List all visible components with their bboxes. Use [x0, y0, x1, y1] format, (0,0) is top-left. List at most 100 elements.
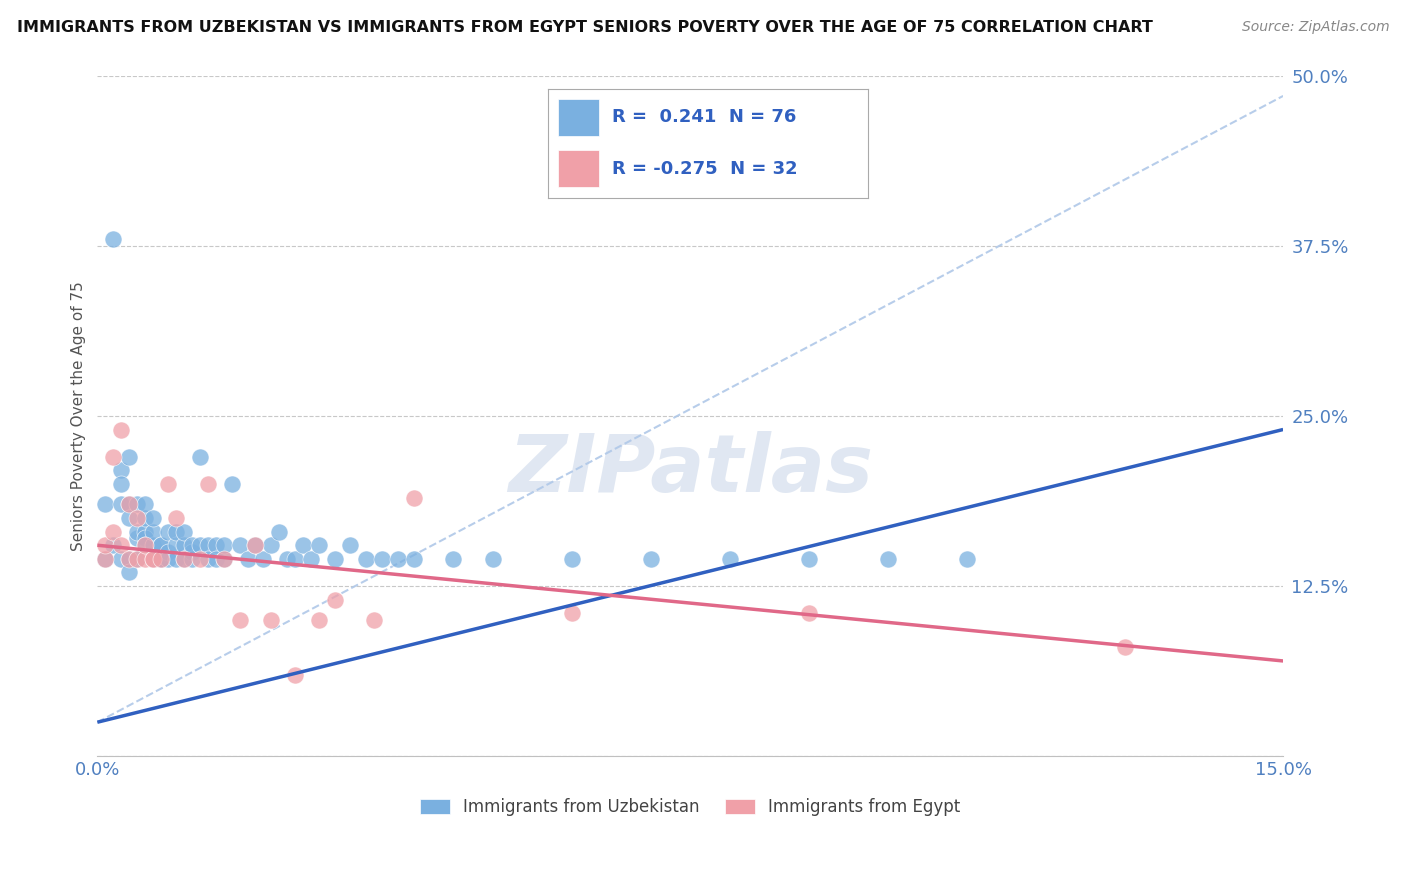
Point: [142, 511, 165, 525]
Text: ZIPatlas: ZIPatlas: [508, 432, 873, 509]
Point: [125, 511, 148, 525]
Point: [165, 552, 187, 566]
Point: [387, 552, 409, 566]
Point: [323, 552, 346, 566]
Point: [157, 552, 180, 566]
Point: [149, 552, 172, 566]
Point: [339, 538, 361, 552]
Point: [308, 613, 330, 627]
Point: [94, 538, 117, 552]
Point: [956, 552, 979, 566]
Point: [276, 552, 298, 566]
Point: [110, 423, 132, 437]
Point: [181, 545, 204, 559]
Point: [110, 477, 132, 491]
Point: [245, 538, 267, 552]
Point: [101, 524, 124, 539]
Point: [134, 552, 156, 566]
Point: [134, 532, 156, 546]
Point: [212, 552, 235, 566]
Point: [165, 538, 187, 552]
Point: [149, 552, 172, 566]
Point: [94, 497, 117, 511]
Point: [363, 613, 385, 627]
Point: [101, 450, 124, 464]
Point: [212, 552, 235, 566]
Point: [142, 552, 165, 566]
Point: [212, 538, 235, 552]
Point: [118, 450, 141, 464]
Point: [118, 552, 141, 566]
Point: [125, 552, 148, 566]
Point: [197, 552, 219, 566]
Point: [197, 477, 219, 491]
Point: [718, 552, 741, 566]
Point: [797, 607, 820, 621]
Point: [118, 511, 141, 525]
Point: [173, 552, 195, 566]
Point: [134, 497, 156, 511]
Point: [149, 552, 172, 566]
Point: [260, 538, 283, 552]
Point: [640, 552, 662, 566]
Point: [165, 511, 187, 525]
Point: [402, 491, 425, 505]
Point: [149, 538, 172, 552]
Point: [157, 477, 180, 491]
Point: [142, 552, 165, 566]
Point: [181, 552, 204, 566]
Point: [142, 552, 165, 566]
Point: [157, 524, 180, 539]
Point: [221, 477, 243, 491]
Point: [188, 538, 211, 552]
Point: [110, 497, 132, 511]
Point: [284, 667, 307, 681]
Point: [125, 552, 148, 566]
Point: [561, 552, 583, 566]
Point: [299, 552, 322, 566]
Point: [118, 497, 141, 511]
Point: [125, 497, 148, 511]
Point: [876, 552, 898, 566]
Point: [173, 538, 195, 552]
Point: [354, 552, 377, 566]
Point: [205, 552, 228, 566]
Point: [134, 538, 156, 552]
Point: [142, 538, 165, 552]
Point: [228, 538, 250, 552]
Point: [149, 538, 172, 552]
Point: [308, 538, 330, 552]
Point: [284, 552, 307, 566]
Point: [118, 566, 141, 580]
Point: [797, 552, 820, 566]
Legend: Immigrants from Uzbekistan, Immigrants from Egypt: Immigrants from Uzbekistan, Immigrants f…: [413, 791, 967, 822]
Point: [205, 538, 228, 552]
Point: [101, 232, 124, 246]
Point: [134, 511, 156, 525]
Point: [173, 552, 195, 566]
Point: [94, 552, 117, 566]
Point: [371, 552, 394, 566]
Point: [245, 538, 267, 552]
Point: [188, 450, 211, 464]
Point: [110, 538, 132, 552]
Point: [1114, 640, 1136, 655]
Point: [165, 524, 187, 539]
Point: [260, 613, 283, 627]
Point: [94, 552, 117, 566]
Point: [110, 552, 132, 566]
Point: [323, 592, 346, 607]
Point: [181, 538, 204, 552]
Point: [561, 607, 583, 621]
Point: [269, 524, 291, 539]
Point: [291, 538, 314, 552]
Point: [118, 552, 141, 566]
Point: [252, 552, 274, 566]
Point: [441, 552, 464, 566]
Point: [125, 532, 148, 546]
Point: [173, 524, 195, 539]
Point: [188, 552, 211, 566]
Point: [157, 545, 180, 559]
Point: [118, 497, 141, 511]
Point: [228, 613, 250, 627]
